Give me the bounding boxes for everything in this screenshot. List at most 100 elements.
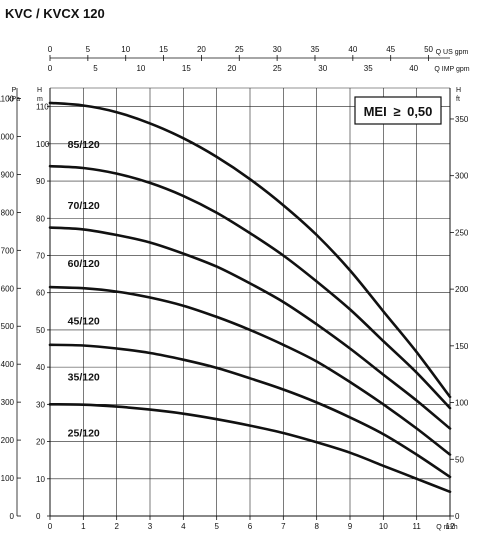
kpa-tick-label: 700 bbox=[1, 246, 15, 255]
kpa-axis-label: P bbox=[12, 87, 17, 94]
us-tick-label: 35 bbox=[311, 45, 320, 54]
curve-4 bbox=[48, 285, 452, 456]
curve-label-6: 25/120 bbox=[68, 427, 100, 439]
x-tick-label: 10 bbox=[379, 522, 388, 531]
m-tick-label: 40 bbox=[36, 363, 45, 372]
imp-tick-label: 25 bbox=[273, 64, 282, 73]
kpa-tick-label: 500 bbox=[1, 322, 15, 331]
curve-5 bbox=[48, 343, 452, 479]
us-tick-label: 5 bbox=[86, 45, 91, 54]
ft-tick-label: 150 bbox=[455, 342, 469, 351]
x-tick-label: 1 bbox=[81, 522, 86, 531]
curve-label-1: 85/120 bbox=[68, 139, 100, 151]
curve-label-5: 35/120 bbox=[68, 371, 100, 383]
kpa-tick-label: 1100 bbox=[0, 95, 15, 104]
y-axis-ft: Hft 0 50 100 150 200 250 300 350 bbox=[450, 87, 469, 521]
us-tick-label: 50 bbox=[424, 45, 433, 54]
x-tick-label: 5 bbox=[214, 522, 219, 531]
x-tick-label: 7 bbox=[281, 522, 286, 531]
m-axis-label: H bbox=[37, 87, 42, 94]
imp-tick-label: 10 bbox=[136, 64, 145, 73]
m-tick-label: 50 bbox=[36, 326, 45, 335]
curve-2 bbox=[48, 164, 452, 410]
kpa-tick-label: 400 bbox=[1, 360, 15, 369]
us-tick-label: 40 bbox=[348, 45, 357, 54]
imp-tick-label: 0 bbox=[48, 64, 53, 73]
x-tick-label: 3 bbox=[148, 522, 153, 531]
x-tick-label: 8 bbox=[314, 522, 319, 531]
imp-tick-label: 5 bbox=[93, 64, 98, 73]
grid bbox=[49, 87, 451, 517]
ft-tick-label: 0 bbox=[455, 512, 460, 521]
curve-3 bbox=[48, 226, 452, 430]
imp-tick-label: 35 bbox=[364, 64, 373, 73]
curve-labels: 85/120 70/120 60/120 45/120 35/120 25/120 bbox=[68, 139, 100, 439]
m-tick-label: 20 bbox=[36, 438, 45, 447]
m-tick-label: 70 bbox=[36, 251, 45, 260]
us-tick-label: 10 bbox=[121, 45, 130, 54]
m-axis-unit: m bbox=[37, 96, 43, 103]
ft-tick-label: 300 bbox=[455, 172, 469, 181]
top-axis-us-gpm: 0 5 10 15 20 25 30 35 40 45 50 Q US gpm bbox=[48, 45, 469, 61]
us-tick-label: 20 bbox=[197, 45, 206, 54]
imp-tick-label: 20 bbox=[227, 64, 236, 73]
kpa-tick-label: 300 bbox=[1, 398, 15, 407]
x-tick-label: 2 bbox=[114, 522, 119, 531]
y-axis-m: Hm 0 10 20 30 40 50 60 70 80 90 100 110 bbox=[36, 87, 50, 521]
kpa-tick-label: 600 bbox=[1, 284, 15, 293]
m-tick-label: 100 bbox=[36, 140, 50, 149]
m-tick-label: 60 bbox=[36, 289, 45, 298]
curve-1 bbox=[48, 101, 452, 399]
kpa-tick-label: 200 bbox=[1, 436, 15, 445]
curve-label-2: 70/120 bbox=[68, 200, 100, 212]
kpa-tick-label: 800 bbox=[1, 208, 15, 217]
mei-prefix: MEI bbox=[364, 104, 387, 119]
x-tick-label: 4 bbox=[181, 522, 186, 531]
x-tick-label: 0 bbox=[48, 522, 53, 531]
kpa-axis-unit: kPa bbox=[8, 96, 20, 103]
chart-title: KVC / KVCX 120 bbox=[5, 6, 105, 21]
curve-6 bbox=[48, 403, 452, 494]
mei-symbol: ≥ bbox=[393, 104, 400, 119]
mei-badge: MEI ≥ 0,50 bbox=[354, 96, 442, 125]
imp-tick-label: 30 bbox=[318, 64, 327, 73]
m-tick-label: 80 bbox=[36, 214, 45, 223]
imp-axis-label: Q IMP gpm bbox=[434, 66, 469, 73]
curve-label-3: 60/120 bbox=[68, 258, 100, 270]
ft-tick-label: 250 bbox=[455, 228, 469, 237]
us-tick-label: 45 bbox=[386, 45, 395, 54]
m-tick-label: 30 bbox=[36, 400, 45, 409]
imp-tick-label: 15 bbox=[182, 64, 191, 73]
x-axis-m3h: 0 1 2 3 4 5 6 7 8 9 10 11 12Q m³/h bbox=[48, 516, 458, 531]
ft-tick-label: 350 bbox=[455, 115, 469, 124]
x-tick-label: 9 bbox=[348, 522, 353, 531]
x-tick-label: 12 bbox=[446, 522, 455, 531]
us-tick-label: 30 bbox=[273, 45, 282, 54]
m-tick-label: 110 bbox=[36, 103, 49, 112]
curve-label-4: 45/120 bbox=[68, 316, 100, 328]
ft-axis-unit: ft bbox=[456, 96, 460, 103]
mei-value: 0,50 bbox=[407, 104, 432, 119]
kpa-tick-label: 0 bbox=[10, 512, 15, 521]
x-tick-label: 6 bbox=[248, 522, 253, 531]
us-tick-label: 0 bbox=[48, 45, 53, 54]
ft-axis-label: H bbox=[456, 87, 461, 94]
mei-badge-box bbox=[354, 96, 442, 125]
x-tick-label: 11 bbox=[413, 522, 422, 531]
m-tick-label: 90 bbox=[36, 177, 45, 186]
m-tick-label: 10 bbox=[36, 475, 45, 484]
curves bbox=[48, 101, 452, 494]
imp-tick-label: 40 bbox=[409, 64, 418, 73]
us-tick-label: 15 bbox=[159, 45, 168, 54]
ft-tick-label: 200 bbox=[455, 285, 469, 294]
mei-badge-text: MEI ≥ 0,50 bbox=[364, 104, 433, 119]
m-tick-label: 0 bbox=[36, 512, 41, 521]
us-axis-label: Q US gpm bbox=[436, 49, 469, 56]
ft-tick-label: 50 bbox=[455, 455, 464, 464]
top-axis-imp-gpm: 0 5 10 15 20 25 30 35 40 Q IMP gpm bbox=[48, 64, 470, 73]
x-axis-label: Q m³/h bbox=[436, 524, 457, 531]
kpa-tick-label: 100 bbox=[1, 474, 15, 483]
us-tick-label: 25 bbox=[235, 45, 244, 54]
